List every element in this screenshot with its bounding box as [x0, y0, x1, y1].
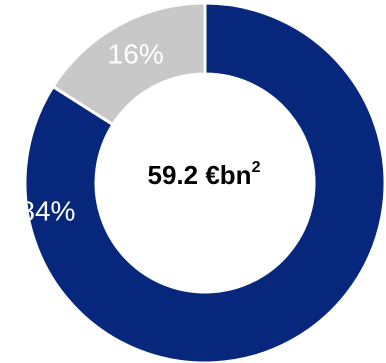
donut-slice-0 [23, 1, 386, 363]
slice-label-0: 84% [19, 196, 75, 227]
center-total-footnote: 2 [251, 159, 261, 177]
donut-slice-1 [50, 1, 207, 127]
slice-label-1: 16% [108, 38, 164, 69]
center-total-value: 59.2 €bn [147, 160, 252, 190]
center-total-label: 59.2 €bn2 [109, 159, 299, 191]
